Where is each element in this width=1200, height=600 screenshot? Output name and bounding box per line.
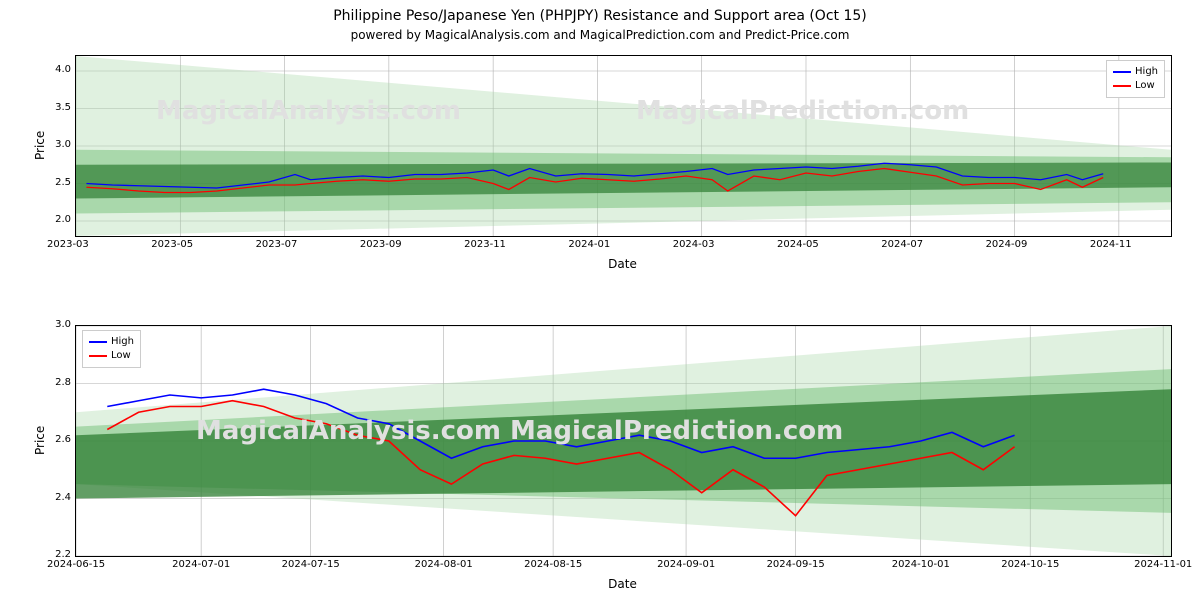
x-tick: 2024-07-01	[172, 559, 230, 570]
x-tick: 2024-06-15	[47, 559, 105, 570]
x-tick: 2024-08-01	[415, 559, 473, 570]
x-tick: 2024-08-15	[524, 559, 582, 570]
x-tick: 2023-03	[47, 239, 89, 250]
legend-row: Low	[89, 349, 134, 363]
legend-row: High	[1113, 65, 1158, 79]
legend-swatch	[1113, 85, 1131, 87]
y-tick: 2.4	[55, 492, 71, 503]
x-tick: 2023-05	[151, 239, 193, 250]
legend-label: Low	[1135, 79, 1155, 93]
x-tick: 2024-01	[568, 239, 610, 250]
legend-swatch	[89, 341, 107, 343]
x-tick: 2024-11-01	[1134, 559, 1192, 570]
x-tick: 2024-11	[1090, 239, 1132, 250]
x-tick: 2024-07-15	[282, 559, 340, 570]
x-axis-label-bottom: Date	[75, 577, 1170, 591]
chart-title: Philippine Peso/Japanese Yen (PHPJPY) Re…	[0, 8, 1200, 24]
x-tick: 2023-09	[360, 239, 402, 250]
legend-bottom: HighLow	[82, 330, 141, 368]
legend-swatch	[89, 355, 107, 357]
legend-row: Low	[1113, 79, 1158, 93]
x-tick: 2024-09	[986, 239, 1028, 250]
x-tick: 2023-11	[464, 239, 506, 250]
chart-svg-top	[76, 56, 1171, 236]
y-tick: 3.0	[55, 139, 71, 150]
legend-label: High	[111, 335, 134, 349]
y-tick: 2.8	[55, 377, 71, 388]
chart-svg-bottom	[76, 326, 1171, 556]
y-tick: 2.6	[55, 434, 71, 445]
x-tick: 2024-09-01	[657, 559, 715, 570]
legend-top: HighLow	[1106, 60, 1165, 98]
chart-panel-bottom: MagicalAnalysis.com MagicalPrediction.co…	[75, 325, 1172, 557]
y-axis-label-bottom: Price	[33, 426, 47, 455]
chart-panel-top: MagicalAnalysis.com MagicalPrediction.co…	[75, 55, 1172, 237]
chart-subtitle: powered by MagicalAnalysis.com and Magic…	[0, 28, 1200, 42]
x-tick: 2024-10-15	[1001, 559, 1059, 570]
y-tick: 2.5	[55, 177, 71, 188]
x-tick: 2023-07	[256, 239, 298, 250]
x-axis-label-top: Date	[75, 257, 1170, 271]
y-axis-label-top: Price	[33, 131, 47, 160]
legend-label: High	[1135, 65, 1158, 79]
x-tick: 2024-03	[673, 239, 715, 250]
y-tick: 4.0	[55, 64, 71, 75]
y-tick: 3.5	[55, 102, 71, 113]
legend-label: Low	[111, 349, 131, 363]
y-tick: 2.0	[55, 214, 71, 225]
x-tick: 2024-05	[777, 239, 819, 250]
y-tick: 3.0	[55, 319, 71, 330]
legend-swatch	[1113, 71, 1131, 73]
legend-row: High	[89, 335, 134, 349]
x-tick: 2024-10-01	[892, 559, 950, 570]
x-tick: 2024-07	[881, 239, 923, 250]
x-tick: 2024-09-15	[767, 559, 825, 570]
